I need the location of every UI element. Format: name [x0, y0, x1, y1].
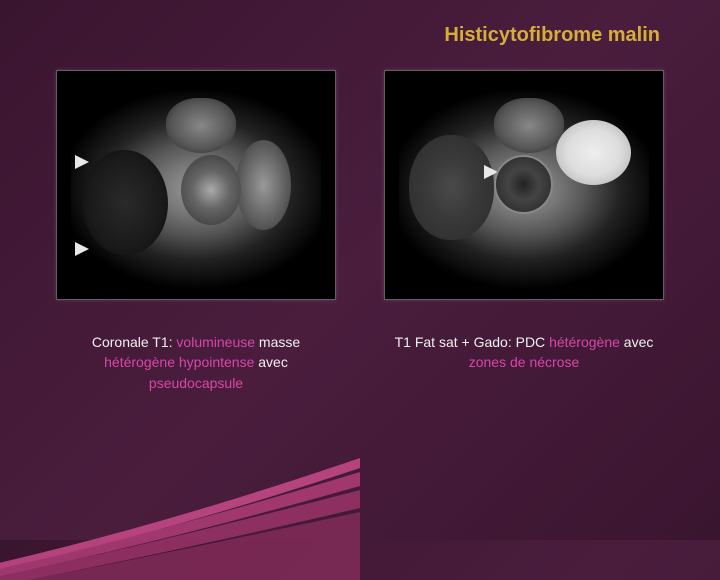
- caption-fragment: hétérogène hypointense: [104, 354, 254, 370]
- decorative-swoosh: [0, 430, 360, 580]
- caption-fragment: hétérogène: [549, 334, 620, 350]
- slide-title: Histicytofibrome malin: [444, 24, 660, 47]
- left-panel: Coronale T1: volumineuse masse hétérogèn…: [56, 70, 336, 393]
- anatomy-region: [236, 140, 291, 230]
- caption-fragment: avec: [620, 334, 653, 350]
- arrow-marker-icon: [75, 155, 89, 169]
- right-caption: T1 Fat sat + Gado: PDC hétérogène avec z…: [394, 332, 654, 373]
- anatomy-region: [494, 98, 564, 153]
- arrow-marker-icon: [75, 242, 89, 256]
- left-caption: Coronale T1: volumineuse masse hétérogèn…: [66, 332, 326, 393]
- caption-fragment: zones de nécrose: [469, 354, 580, 370]
- caption-fragment: pseudocapsule: [149, 375, 243, 391]
- arrow-marker-icon: [484, 165, 498, 179]
- caption-fragment: volumineuse: [176, 334, 255, 350]
- caption-fragment: Coronale T1:: [92, 334, 177, 350]
- right-image-frame: [384, 70, 664, 300]
- panels-row: Coronale T1: volumineuse masse hétérogèn…: [0, 70, 720, 393]
- mri-coronal-t1: [71, 80, 321, 290]
- caption-fragment: T1 Fat sat + Gado: PDC: [395, 334, 549, 350]
- caption-fragment: avec: [254, 354, 287, 370]
- caption-fragment: masse: [255, 334, 300, 350]
- mri-t1-fatsat-gado: [399, 80, 649, 290]
- left-image-frame: [56, 70, 336, 300]
- anatomy-region: [166, 98, 236, 153]
- right-panel: T1 Fat sat + Gado: PDC hétérogène avec z…: [384, 70, 664, 393]
- mass-region: [409, 135, 494, 240]
